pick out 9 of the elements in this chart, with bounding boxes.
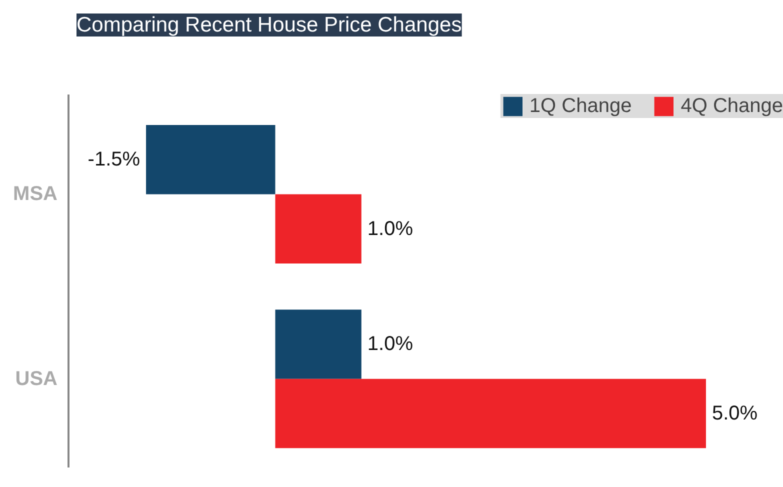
y-tick-label: USA <box>15 368 58 390</box>
legend-label: 1Q Change <box>529 94 632 118</box>
legend-label: 4Q Change <box>680 94 783 118</box>
data-label: -1.5% <box>88 148 140 171</box>
data-label: 1.0% <box>367 218 414 240</box>
y-tick-label: MSA <box>13 183 58 206</box>
data-label: 1.0% <box>367 333 414 356</box>
data-label: 5.0% <box>712 402 758 424</box>
chart-title: Comparing Recent House Price Changes <box>76 14 462 36</box>
